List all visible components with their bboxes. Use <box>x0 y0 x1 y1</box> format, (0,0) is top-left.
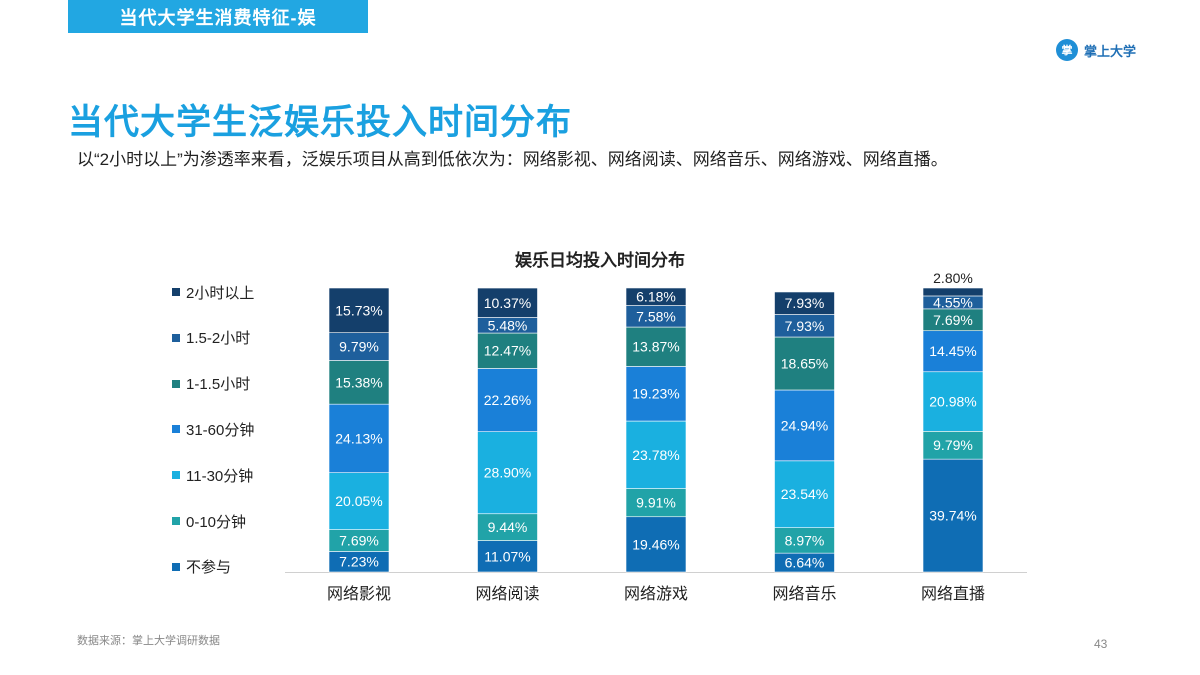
data-label: 19.23% <box>632 386 679 402</box>
data-label: 11.07% <box>484 548 530 564</box>
legend-item: 31-60分钟 <box>172 419 254 439</box>
bar-segment <box>328 360 390 405</box>
data-label: 15.73% <box>335 302 382 318</box>
legend-label: 31-60分钟 <box>186 421 255 439</box>
page-subtitle: 以“2小时以上”为渗透率来看，泛娱乐项目从高到低依次为：网络影视、网络阅读、网络… <box>77 150 948 169</box>
data-label: 24.94% <box>781 417 828 433</box>
data-label: 9.79% <box>339 339 379 355</box>
data-label: 15.38% <box>335 374 382 390</box>
bar-segment <box>625 488 687 518</box>
brand-name: 掌上大学 <box>1084 43 1137 59</box>
bar-segment <box>774 291 835 315</box>
brand-icon: 掌 <box>1056 39 1078 61</box>
bar-segment <box>328 287 390 333</box>
data-label: 7.23% <box>339 554 379 570</box>
bar-segment <box>774 460 835 528</box>
data-label: 39.74% <box>929 508 976 524</box>
data-label: 23.78% <box>632 447 679 463</box>
page-number: 43 <box>1094 637 1108 651</box>
legend-label: 不参与 <box>186 559 232 577</box>
legend-label: 1.5-2小时 <box>186 330 251 348</box>
data-label: 5.48% <box>488 317 528 333</box>
bar-segment <box>477 431 538 515</box>
bar-segment <box>625 420 687 489</box>
x-tick-label: 网络影视 <box>327 584 391 603</box>
brand-logo: 掌 掌上大学 <box>1056 38 1136 62</box>
legend-item: 0-10分钟 <box>172 511 246 531</box>
data-label: 23.54% <box>781 486 828 502</box>
legend-item: 不参与 <box>172 557 231 577</box>
data-label: 9.91% <box>636 495 676 511</box>
legend-item: 1-1.5小时 <box>172 374 250 394</box>
bar-segment <box>774 527 835 554</box>
legend-label: 1-1.5小时 <box>186 376 251 394</box>
legend-swatch <box>172 379 180 388</box>
data-label: 7.58% <box>636 308 676 324</box>
data-label: 20.98% <box>929 394 976 410</box>
data-label: 18.65% <box>781 356 828 372</box>
bar-segment <box>625 326 687 367</box>
data-label: 2.80% <box>933 270 973 286</box>
x-tick-label: 网络音乐 <box>772 584 836 603</box>
legend-swatch <box>172 288 180 296</box>
legend-item: 2小时以上 <box>172 282 254 302</box>
bar-segment <box>477 540 538 573</box>
bar-segment <box>625 516 687 573</box>
data-label: 6.18% <box>636 289 676 305</box>
data-label: 13.87% <box>632 339 679 355</box>
data-source-note: 数据来源：掌上大学调研数据 <box>77 635 220 647</box>
chart-title: 娱乐日均投入时间分布 <box>515 251 685 270</box>
bar-segment <box>477 287 538 318</box>
bar-segment <box>477 368 538 432</box>
bar-segment <box>922 330 984 373</box>
data-label: 8.97% <box>785 532 825 548</box>
legend-item: 11-30分钟 <box>172 465 253 485</box>
data-label: 7.93% <box>785 295 825 311</box>
legend-label: 2小时以上 <box>186 284 255 302</box>
legend-label: 11-30分钟 <box>186 467 254 485</box>
bar-segment <box>922 371 984 432</box>
data-label: 14.45% <box>929 343 976 359</box>
legend-swatch <box>172 425 180 434</box>
data-label: 9.79% <box>933 437 973 453</box>
section-tab: 当代大学生消费特征-娱 <box>68 0 368 33</box>
data-label: 28.90% <box>484 465 531 481</box>
legend-item: 1.5-2小时 <box>172 328 250 348</box>
data-label: 7.93% <box>785 318 825 334</box>
page-title: 当代大学生泛娱乐投入时间分布 <box>68 103 573 142</box>
data-label: 6.64% <box>785 555 825 571</box>
data-label: 12.47% <box>484 343 531 359</box>
x-tick-label: 网络游戏 <box>624 584 688 603</box>
bar-segment <box>922 287 984 297</box>
legend-swatch <box>172 471 180 480</box>
bar-segment <box>477 513 538 541</box>
bar-segment <box>328 472 390 530</box>
x-tick-label: 网络直播 <box>921 584 985 603</box>
legend-swatch <box>172 517 180 525</box>
legend-swatch <box>172 333 180 342</box>
data-label: 19.46% <box>632 536 679 552</box>
bar-segment <box>477 332 538 369</box>
bar-segment <box>328 332 390 361</box>
data-label: 4.55% <box>933 294 973 310</box>
data-label: 10.37% <box>484 295 531 311</box>
bar-segment <box>922 458 984 573</box>
legend-swatch <box>172 562 180 571</box>
data-label: 7.69% <box>339 533 379 549</box>
data-label: 22.26% <box>484 392 531 408</box>
bar-segment <box>774 389 835 462</box>
legend-label: 0-10分钟 <box>186 513 247 531</box>
bar-segment <box>625 287 687 306</box>
x-tick-label: 网络阅读 <box>475 584 539 603</box>
data-label: 9.44% <box>488 519 528 535</box>
data-label: 7.69% <box>933 312 973 328</box>
bar-segment <box>328 403 390 473</box>
data-label: 20.05% <box>335 493 382 509</box>
data-label: 24.13% <box>335 430 382 446</box>
